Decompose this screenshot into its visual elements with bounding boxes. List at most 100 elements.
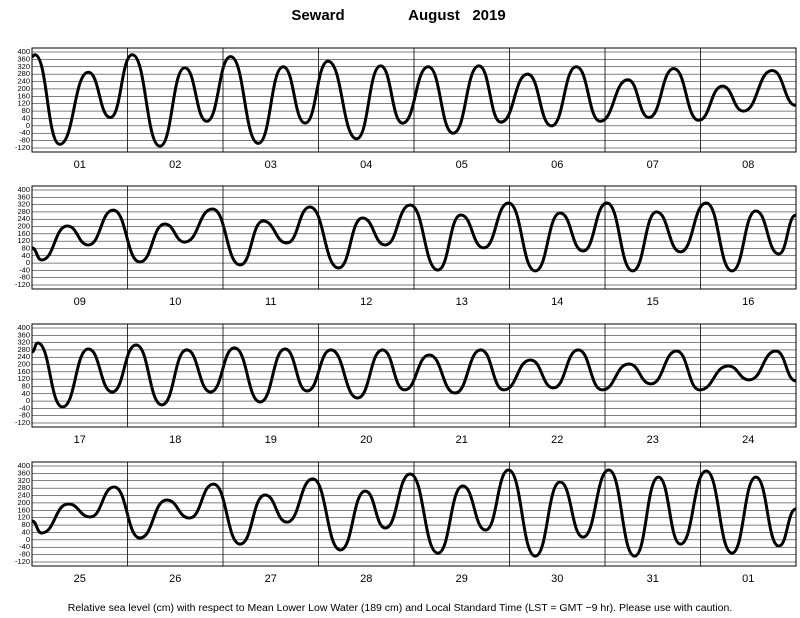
- y-tick-label: -40: [19, 128, 30, 137]
- y-tick-label: 360: [17, 192, 30, 201]
- y-tick-label: -80: [19, 136, 30, 145]
- y-tick-label: 120: [17, 99, 30, 108]
- x-tick-label: 02: [169, 159, 181, 171]
- y-tick-label: 280: [17, 69, 30, 78]
- x-tick-label: 01: [74, 159, 86, 171]
- x-tick-label: 12: [360, 296, 372, 308]
- y-tick-label: 360: [17, 330, 30, 339]
- y-tick-label: 320: [17, 476, 30, 485]
- y-tick-label: 0: [26, 121, 30, 130]
- y-tick-label: 0: [26, 535, 30, 544]
- y-tick-label: 40: [22, 113, 30, 122]
- y-tick-label: 40: [22, 527, 30, 536]
- y-tick-label: 120: [17, 374, 30, 383]
- y-tick-label: 400: [17, 461, 30, 470]
- x-tick-label: 11: [265, 296, 276, 308]
- y-tick-label: 120: [17, 513, 30, 522]
- y-tick-label: 160: [17, 367, 30, 376]
- x-tick-label: 14: [551, 296, 563, 308]
- plot-frame: [31, 185, 797, 290]
- y-tick-label: 320: [17, 62, 30, 71]
- y-tick-label: -80: [19, 411, 30, 420]
- tide-line: [31, 201, 797, 273]
- y-tick-label: 280: [17, 345, 30, 354]
- x-tick-label: 01: [742, 573, 754, 585]
- x-tick-label: 20: [360, 434, 372, 446]
- station: Seward: [291, 7, 344, 24]
- y-tick-label: -80: [19, 273, 30, 282]
- y-tick-label: 400: [17, 323, 30, 332]
- x-tick-label: 13: [456, 296, 468, 308]
- y-tick-label: 80: [22, 243, 30, 252]
- y-tick-label: -120: [15, 557, 30, 566]
- x-tick-label: 06: [551, 159, 563, 171]
- x-tick-label: 10: [169, 296, 181, 308]
- x-tick-label: 27: [265, 573, 277, 585]
- y-tick-label: -40: [19, 403, 30, 412]
- y-tick-label: 80: [22, 520, 30, 529]
- plot-frame: [31, 323, 797, 428]
- tide-line: [31, 468, 797, 558]
- y-tick-label: 200: [17, 498, 30, 507]
- x-tick-label: 22: [551, 434, 563, 446]
- footnote: Relative sea level (cm) with respect to …: [68, 602, 733, 614]
- y-tick-label: 360: [17, 54, 30, 63]
- x-tick-label: 30: [551, 573, 563, 585]
- y-tick-label: 200: [17, 222, 30, 231]
- y-tick-label: 160: [17, 505, 30, 514]
- y-tick-label: 120: [17, 236, 30, 245]
- x-tick-label: 23: [647, 434, 659, 446]
- x-tick-label: 18: [169, 434, 181, 446]
- y-tick-label: 400: [17, 185, 30, 194]
- x-tick-label: 08: [742, 159, 754, 171]
- x-tick-label: 28: [360, 573, 372, 585]
- y-tick-label: 240: [17, 214, 30, 223]
- y-tick-label: 280: [17, 207, 30, 216]
- month: August: [408, 7, 460, 24]
- y-tick-label: 280: [17, 483, 30, 492]
- x-tick-label: 26: [169, 573, 181, 585]
- x-tick-label: 29: [456, 573, 468, 585]
- tide-line: [31, 53, 797, 148]
- x-tick-label: 09: [74, 296, 86, 308]
- tide-line: [31, 341, 797, 409]
- y-tick-label: 400: [17, 47, 30, 56]
- x-tick-label: 04: [360, 159, 372, 171]
- y-tick-label: -120: [15, 143, 30, 152]
- y-tick-label: 320: [17, 338, 30, 347]
- y-tick-label: -120: [15, 280, 30, 289]
- y-tick-label: 160: [17, 91, 30, 100]
- y-tick-label: 0: [26, 396, 30, 405]
- y-tick-label: -40: [19, 542, 30, 551]
- plot-frame: [31, 461, 797, 567]
- year: 2019: [472, 7, 505, 24]
- y-tick-label: 240: [17, 491, 30, 500]
- y-tick-label: 200: [17, 360, 30, 369]
- x-tick-label: 25: [74, 573, 86, 585]
- x-tick-label: 19: [265, 434, 277, 446]
- plot-frame: [31, 47, 797, 153]
- y-tick-label: 0: [26, 258, 30, 267]
- x-tick-label: 15: [647, 296, 659, 308]
- y-tick-label: 240: [17, 352, 30, 361]
- x-tick-label: 05: [456, 159, 468, 171]
- y-tick-label: 80: [22, 381, 30, 390]
- y-tick-label: -120: [15, 418, 30, 427]
- y-tick-label: 40: [22, 251, 30, 260]
- x-tick-label: 17: [74, 434, 86, 446]
- x-tick-label: 07: [647, 159, 659, 171]
- x-tick-label: 21: [456, 434, 468, 446]
- y-tick-label: 360: [17, 468, 30, 477]
- y-tick-label: -40: [19, 265, 30, 274]
- y-tick-label: 320: [17, 200, 30, 209]
- y-tick-label: 40: [22, 389, 30, 398]
- y-tick-label: 200: [17, 84, 30, 93]
- y-tick-label: 240: [17, 77, 30, 86]
- x-tick-label: 03: [265, 159, 277, 171]
- y-tick-label: -80: [19, 550, 30, 559]
- x-tick-label: 24: [742, 434, 754, 446]
- y-tick-label: 160: [17, 229, 30, 238]
- x-tick-label: 31: [647, 573, 659, 585]
- y-tick-label: 80: [22, 106, 30, 115]
